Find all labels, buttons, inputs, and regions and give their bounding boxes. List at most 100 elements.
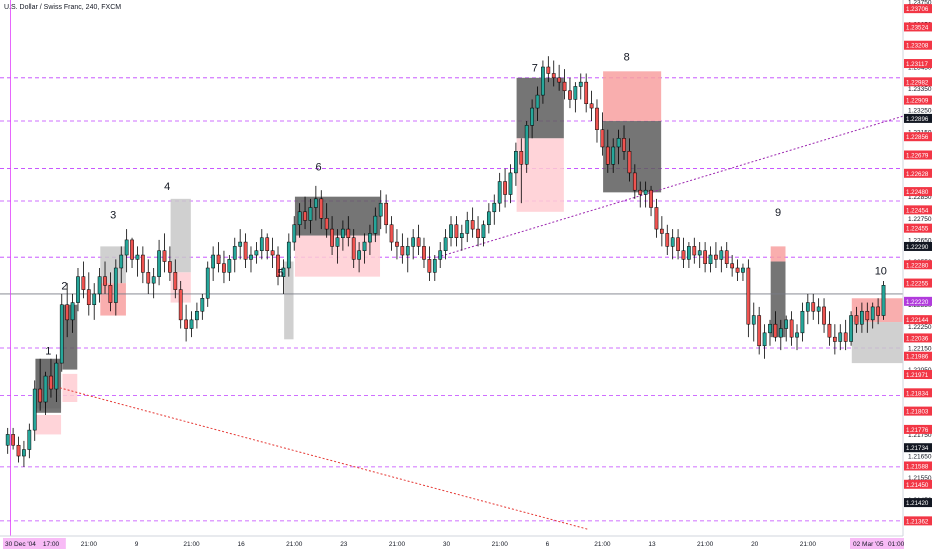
trade-number-label: 2	[61, 281, 67, 293]
time-tick-label: 21:00	[800, 541, 817, 548]
candle-body	[49, 376, 52, 389]
candle-body	[671, 238, 674, 247]
candle-body	[882, 285, 885, 315]
candle-body	[476, 229, 479, 238]
trade-box[interactable]	[62, 374, 77, 402]
candle-body	[141, 255, 144, 272]
candle-body	[271, 251, 274, 255]
candle-body	[655, 207, 658, 229]
time-tick-label: 30	[443, 541, 451, 548]
candle-body	[633, 173, 636, 190]
candle-body	[795, 333, 798, 337]
candle-body	[168, 262, 171, 273]
price-badge-label: 1.22255	[906, 281, 929, 288]
price-badge-label: 1.22909	[906, 98, 929, 105]
candle-body	[357, 251, 360, 260]
candle-body	[595, 108, 598, 130]
candle-body	[801, 311, 804, 333]
candle-body	[833, 337, 836, 341]
trade-box[interactable]	[771, 262, 786, 338]
trade-box[interactable]	[517, 138, 564, 211]
candle-body	[98, 277, 101, 294]
candle-body	[244, 242, 247, 259]
candle-body	[390, 225, 393, 242]
time-tick-label: 21:00	[286, 541, 303, 548]
time-tick-label: 17:00	[43, 541, 60, 548]
candle-body	[157, 251, 160, 277]
candle-body	[530, 108, 533, 125]
candle-body	[785, 320, 788, 329]
candle-body	[33, 389, 36, 430]
candle-body	[82, 277, 85, 290]
price-badge-label: 1.21450	[906, 482, 929, 489]
candle-body	[666, 233, 669, 246]
candle-body	[558, 78, 561, 82]
candle-body	[22, 450, 25, 456]
price-badge-label: 1.22455	[906, 226, 929, 233]
candle-body	[687, 246, 690, 259]
candle-body	[206, 268, 209, 298]
candle-body	[347, 229, 350, 238]
price-badge-label: 1.22480	[906, 189, 929, 196]
price-tick-label: 1.23250	[908, 108, 932, 115]
price-badge-label: 1.22036	[906, 335, 929, 342]
trade-box[interactable]	[603, 71, 661, 121]
candle-body	[579, 82, 582, 86]
price-badge-label: 1.21362	[906, 518, 929, 525]
candle-body	[471, 220, 474, 229]
candle-body	[547, 67, 550, 73]
price-badge-label: 1.21734	[906, 445, 929, 452]
candle-body	[120, 255, 123, 268]
candle-body	[260, 238, 263, 251]
time-tick-label: 21:00	[492, 541, 509, 548]
time-tick-label: 21:00	[183, 541, 200, 548]
candle-body	[293, 225, 296, 242]
price-badge-label: 1.22856	[906, 134, 929, 141]
trade-box[interactable]	[35, 415, 61, 434]
candle-body	[747, 268, 750, 324]
candle-body	[195, 311, 198, 320]
candle-body	[817, 307, 820, 311]
candle-body	[114, 268, 117, 303]
candle-body	[844, 333, 847, 342]
candle-body	[876, 307, 879, 316]
time-tick-label: 20	[751, 541, 759, 548]
candle-body	[163, 251, 166, 262]
candle-body	[503, 182, 506, 195]
trade-box[interactable]	[100, 283, 126, 315]
candle-body	[849, 316, 852, 342]
candle-body	[130, 240, 133, 259]
trade-box[interactable]	[171, 199, 191, 272]
candle-body	[287, 242, 290, 268]
price-badge-label: 1.22220	[906, 299, 929, 306]
candle-body	[709, 255, 712, 264]
candle-body	[455, 225, 458, 238]
candle-body	[249, 255, 252, 259]
price-badge-label: 1.22280	[906, 262, 929, 269]
trade-box[interactable]	[852, 322, 910, 363]
candle-body	[828, 324, 831, 337]
time-tick-label: 13	[648, 541, 656, 548]
candle-body	[682, 251, 685, 260]
time-tick-label: 16	[237, 541, 245, 548]
trade-number-label: 1	[45, 345, 51, 357]
price-badge-label: 1.21588	[906, 463, 929, 470]
candle-body	[525, 125, 528, 164]
price-axis[interactable]: 1.237501.236501.235501.234501.233501.232…	[904, 0, 932, 525]
trade-box[interactable]	[62, 305, 77, 370]
price-tick-label: 1.23350	[908, 86, 932, 93]
candle-body	[860, 311, 863, 324]
trade-box[interactable]	[771, 246, 786, 261]
candle-body	[374, 216, 377, 233]
candle-body	[466, 220, 469, 233]
candle-body	[606, 147, 609, 164]
candle-body	[741, 268, 744, 272]
candle-body	[417, 238, 420, 247]
trade-box[interactable]	[517, 78, 564, 139]
candle-body	[298, 212, 301, 225]
candle-body	[228, 259, 231, 272]
candle-body	[217, 255, 220, 264]
price-badge-label: 1.21803	[906, 409, 929, 416]
